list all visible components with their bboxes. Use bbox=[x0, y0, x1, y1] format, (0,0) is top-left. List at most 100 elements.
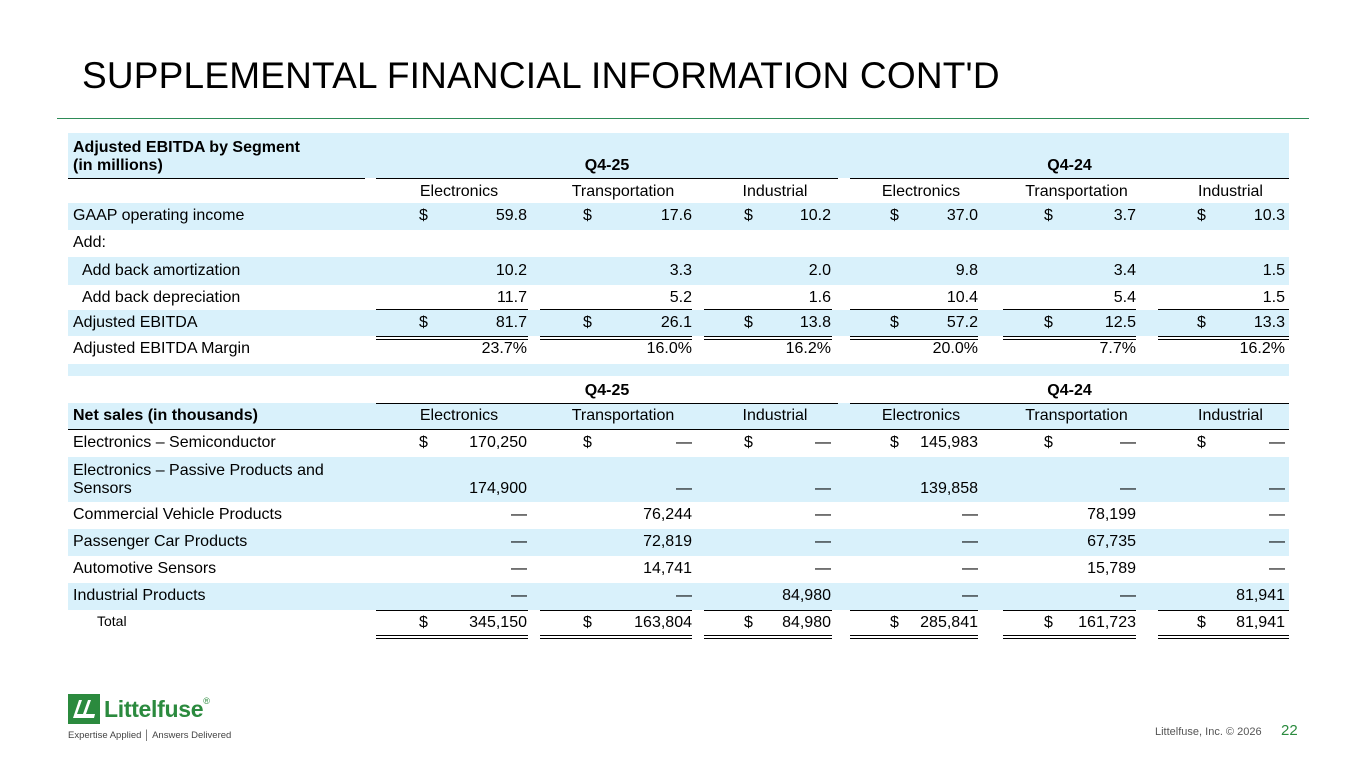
ebitda-value: 9.8 bbox=[955, 262, 978, 279]
currency-symbol: $ bbox=[744, 614, 753, 631]
currency-symbol: $ bbox=[1197, 614, 1206, 631]
sales-subtotal-rule bbox=[1158, 610, 1289, 611]
sales-total-double-rule bbox=[540, 635, 692, 639]
sales-segment-2: Industrial bbox=[742, 407, 808, 424]
ebitda-header-row: Adjusted EBITDA by Segment (in millions)… bbox=[68, 133, 1289, 178]
sales-value: — bbox=[511, 506, 527, 523]
sales-value: — bbox=[511, 533, 527, 550]
sales-value: — bbox=[511, 587, 527, 604]
ebitda-value: 10.2 bbox=[799, 207, 831, 224]
sales-value: 345,150 bbox=[469, 614, 527, 631]
currency-symbol: $ bbox=[1044, 614, 1053, 631]
ebitda-header-rule-q4-25 bbox=[376, 178, 838, 179]
sales-row-semiconductor: Electronics – Semiconductor $170,250 $ — $ — $… bbox=[68, 430, 1289, 457]
sales-value: — bbox=[962, 533, 978, 550]
ebitda-header-title: Adjusted EBITDA by Segment bbox=[73, 139, 300, 156]
ebitda-value: 10.2 bbox=[495, 262, 527, 279]
sales-row-total: Total $345,150 $163,804 $84,980 $285,841 $161… bbox=[68, 610, 1289, 638]
logo-tagline: Expertise Applied │ Answers Delivered bbox=[68, 730, 232, 741]
ebitda-segment-5: Industrial bbox=[1198, 183, 1263, 200]
ebitda-value: 3.7 bbox=[1113, 207, 1136, 224]
sales-total-double-rule bbox=[376, 635, 528, 639]
ebitda-row-label: Adjusted EBITDA bbox=[73, 314, 198, 331]
ebitda-period-q4-25: Q4-25 bbox=[584, 157, 630, 174]
sales-total-double-rule bbox=[704, 635, 832, 639]
sales-row-automotive-sensors: Automotive Sensors — 14,741 — — 15,789 — bbox=[68, 556, 1289, 583]
currency-symbol: $ bbox=[419, 207, 428, 224]
sales-value: — bbox=[1120, 480, 1136, 497]
ebitda-row-label: GAAP operating income bbox=[73, 207, 245, 224]
currency-symbol: $ bbox=[890, 614, 899, 631]
sales-value: 139,858 bbox=[920, 480, 978, 497]
sales-value: — bbox=[962, 506, 978, 523]
ebitda-row-margin: Adjusted EBITDA Margin 23.7% 16.0% 16.2% 20.… bbox=[68, 336, 1289, 364]
ebitda-value: 3.4 bbox=[1113, 262, 1136, 279]
sales-value: 15,789 bbox=[1087, 560, 1136, 577]
ebitda-segment-3: Electronics bbox=[881, 183, 961, 200]
sales-value: — bbox=[1120, 434, 1136, 451]
ebitda-value: 17.6 bbox=[660, 207, 692, 224]
ebitda-subtotal-rule bbox=[704, 309, 832, 310]
currency-symbol: $ bbox=[1197, 207, 1206, 224]
sales-row-commercial-vehicle: Commercial Vehicle Products — 76,244 — — 78,1… bbox=[68, 502, 1289, 529]
ebitda-value: 10.3 bbox=[1253, 207, 1285, 224]
littelfuse-mark-icon bbox=[68, 694, 100, 724]
sales-row-label: Automotive Sensors bbox=[73, 560, 217, 577]
currency-symbol: $ bbox=[583, 314, 592, 331]
currency-symbol: $ bbox=[890, 314, 899, 331]
currency-symbol: $ bbox=[1197, 434, 1206, 451]
ebitda-value: 2.0 bbox=[808, 262, 831, 279]
sales-row-industrial-products: Industrial Products — — 84,980 — — 81,941 bbox=[68, 583, 1289, 610]
ebitda-header-rule-label bbox=[68, 178, 365, 179]
ebitda-value: 26.1 bbox=[660, 314, 692, 331]
ebitda-segment-1: Transportation bbox=[571, 183, 675, 200]
ebitda-subtotal-rule bbox=[1158, 309, 1289, 310]
ebitda-subtotal-rule bbox=[850, 309, 978, 310]
sales-row-label: Commercial Vehicle Products bbox=[73, 506, 282, 523]
ebitda-header-rule-q4-24 bbox=[850, 178, 1289, 179]
sales-value: 14,741 bbox=[643, 560, 692, 577]
ebitda-total-double-rule bbox=[704, 336, 832, 340]
page-number: 22 bbox=[1281, 722, 1298, 739]
sales-header-label: Net sales (in thousands) bbox=[73, 407, 258, 424]
currency-symbol: $ bbox=[583, 434, 592, 451]
page-title: SUPPLEMENTAL FINANCIAL INFORMATION CONT'… bbox=[82, 55, 1000, 96]
ebitda-value: 81.7 bbox=[495, 314, 527, 331]
currency-symbol: $ bbox=[744, 314, 753, 331]
sales-value: 84,980 bbox=[782, 614, 831, 631]
ebitda-value: 13.8 bbox=[799, 314, 831, 331]
ebitda-value: 3.3 bbox=[669, 262, 692, 279]
sales-value: 84,980 bbox=[782, 587, 831, 604]
ebitda-spacer-row bbox=[68, 364, 1289, 376]
ebitda-value: 10.4 bbox=[946, 289, 978, 306]
sales-value: 78,199 bbox=[1087, 506, 1136, 523]
currency-symbol: $ bbox=[419, 614, 428, 631]
ebitda-value: 37.0 bbox=[946, 207, 978, 224]
sales-period-q4-24: Q4-24 bbox=[1047, 382, 1092, 399]
ebitda-subtotal-rule bbox=[376, 309, 528, 310]
sales-row-label: Total bbox=[97, 613, 127, 629]
ebitda-row-label: Adjusted EBITDA Margin bbox=[73, 340, 250, 357]
sales-segment-row: Net sales (in thousands) Electronics Tran… bbox=[68, 403, 1289, 429]
sales-segment-5: Industrial bbox=[1198, 407, 1263, 424]
currency-symbol: $ bbox=[1044, 314, 1053, 331]
sales-value: — bbox=[815, 506, 831, 523]
ebitda-value: 12.5 bbox=[1104, 314, 1136, 331]
ebitda-row-label: Add: bbox=[73, 234, 106, 251]
currency-symbol: $ bbox=[1044, 207, 1053, 224]
ebitda-value: 1.5 bbox=[1262, 289, 1285, 306]
sales-row-label: Passenger Car Products bbox=[73, 533, 248, 550]
currency-symbol: $ bbox=[1197, 314, 1206, 331]
ebitda-value: 57.2 bbox=[946, 314, 978, 331]
currency-symbol: $ bbox=[583, 614, 592, 631]
sales-period-row: Q4-25 Q4-24 bbox=[68, 376, 1289, 403]
ebitda-value: 59.8 bbox=[495, 207, 527, 224]
sales-header-rule-q4-24 bbox=[850, 403, 1289, 404]
sales-value: — bbox=[676, 587, 692, 604]
currency-symbol: $ bbox=[744, 434, 753, 451]
ebitda-total-double-rule bbox=[850, 336, 978, 340]
sales-value: — bbox=[511, 560, 527, 577]
ebitda-value: 16.0% bbox=[646, 340, 692, 357]
sales-value: 170,250 bbox=[469, 434, 527, 451]
sales-subtotal-rule bbox=[540, 610, 692, 611]
